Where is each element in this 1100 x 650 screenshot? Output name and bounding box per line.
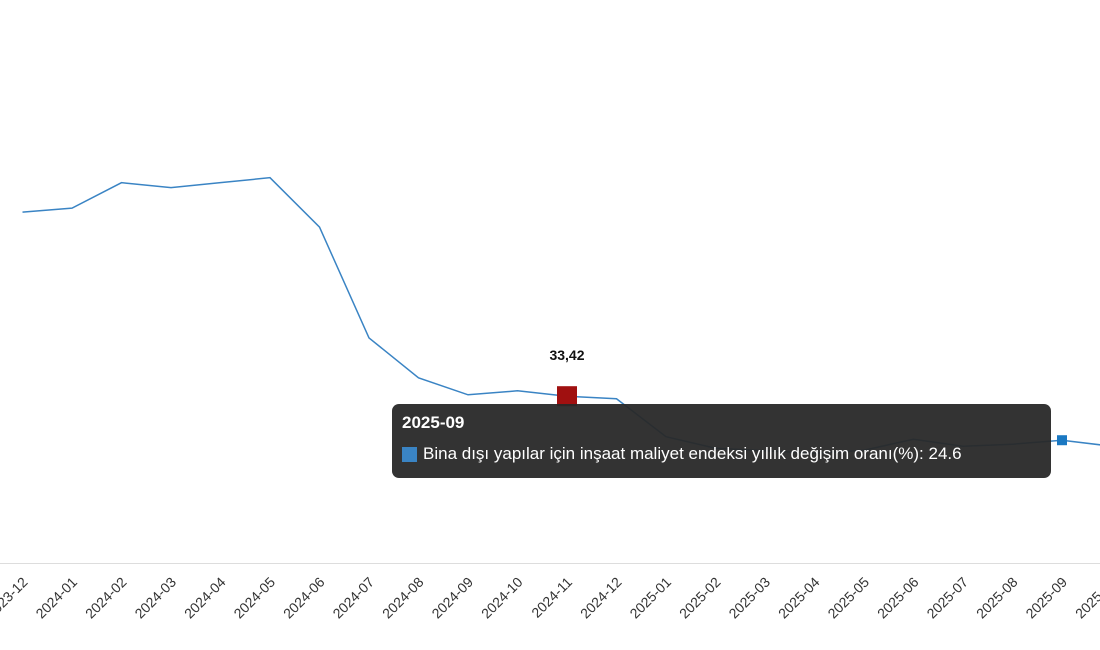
x-tick-label: 2024-01 (32, 574, 80, 622)
x-tick-label: 2025-02 (676, 574, 724, 622)
x-tick-label: 2025-03 (725, 574, 773, 622)
x-tick-label: 2025-06 (874, 574, 922, 622)
tooltip-row: Bina dışı yapılar için inşaat maliyet en… (402, 444, 1041, 464)
x-tick-label: 2025-08 (973, 574, 1021, 622)
tooltip-separator: : (919, 444, 929, 463)
x-tick-label: 2025-01 (626, 574, 674, 622)
x-tick-label: 2025-10 (1072, 574, 1100, 622)
x-tick-label: 2023-12 (0, 574, 31, 622)
x-tick-label: 2024-03 (131, 574, 179, 622)
data-label: 33,42 (549, 347, 584, 363)
x-tick-label: 2024-10 (478, 574, 526, 622)
x-tick-label: 2025-04 (775, 574, 823, 622)
tooltip: 2025-09 Bina dışı yapılar için inşaat ma… (392, 404, 1051, 478)
x-tick-label: 2024-08 (379, 574, 427, 622)
x-tick-label: 2024-09 (428, 574, 476, 622)
x-tick-label: 2024-06 (280, 574, 328, 622)
tooltip-series-name: Bina dışı yapılar için inşaat maliyet en… (423, 444, 920, 463)
x-tick-label: 2024-05 (230, 574, 278, 622)
tooltip-swatch (402, 446, 417, 462)
tooltip-value: 24.6 (928, 444, 962, 463)
x-tick-label: 2025-07 (923, 574, 971, 622)
x-tick-label: 2025-09 (1022, 574, 1070, 622)
tooltip-title: 2025-09 (402, 413, 465, 432)
x-tick-label: 2024-02 (82, 574, 130, 622)
x-tick-label: 2025-05 (824, 574, 872, 622)
x-tick-label: 2024-11 (528, 574, 575, 621)
highlight-marker (557, 386, 577, 407)
x-tick-label: 2024-07 (329, 574, 377, 622)
hover-marker (1057, 435, 1067, 446)
x-tick-label: 2024-12 (577, 574, 625, 622)
x-tick-label: 2024-04 (181, 574, 229, 622)
